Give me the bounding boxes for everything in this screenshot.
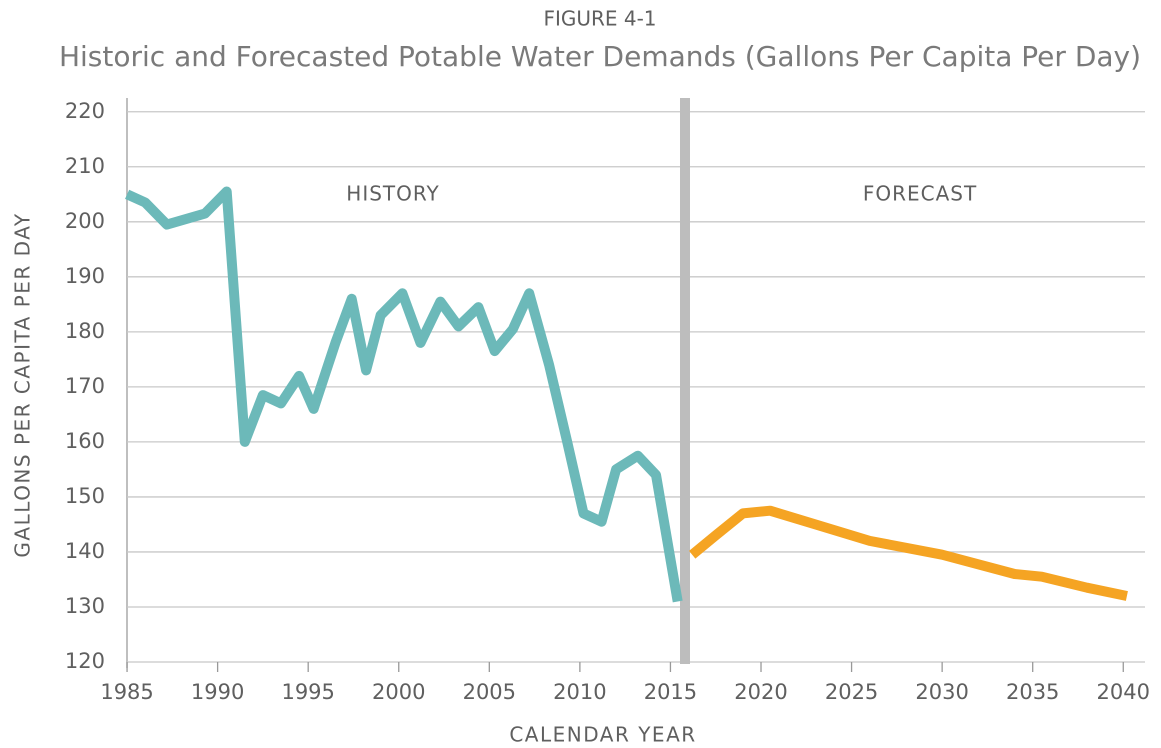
y-axis-label: GALLONS PER CAPITA PER DAY xyxy=(11,212,35,557)
y-tick-label: 200 xyxy=(65,209,105,233)
x-tick-label: 2005 xyxy=(463,680,516,704)
grid xyxy=(126,111,1145,672)
x-tick-label: 2015 xyxy=(644,680,697,704)
y-tick-label: 160 xyxy=(65,429,105,453)
y-tick-label: 140 xyxy=(65,539,105,563)
x-tick-label: 2035 xyxy=(1006,680,1059,704)
x-tick-label: 1990 xyxy=(191,680,244,704)
x-tick-label: 2010 xyxy=(553,680,606,704)
history-forecast-divider xyxy=(680,98,690,664)
x-tick-label: 2000 xyxy=(372,680,425,704)
x-tick-label: 1985 xyxy=(100,680,153,704)
y-tick-label: 210 xyxy=(65,154,105,178)
x-tick-label: 2020 xyxy=(734,680,787,704)
y-tick-label: 150 xyxy=(65,484,105,508)
y-tick-label: 120 xyxy=(65,649,105,673)
y-tick-label: 190 xyxy=(65,264,105,288)
lines xyxy=(125,186,1128,603)
x-tick-label: 2025 xyxy=(825,680,878,704)
y-tick-label: 180 xyxy=(65,319,105,343)
y-tick-label: 220 xyxy=(65,99,105,123)
x-tick-label: 1995 xyxy=(281,680,334,704)
y-tick-label: 130 xyxy=(65,594,105,618)
chart-title: Historic and Forecasted Potable Water De… xyxy=(59,40,1141,73)
data-line xyxy=(125,186,683,603)
x-axis-label: CALENDAR YEAR xyxy=(509,723,696,747)
y-tick-label: 170 xyxy=(65,374,105,398)
annotation: FORECAST xyxy=(863,182,977,206)
figure-label: FIGURE 4-1 xyxy=(543,7,656,31)
x-tick-label: 2040 xyxy=(1097,680,1150,704)
x-tick-label: 2030 xyxy=(915,680,968,704)
data-line xyxy=(689,505,1128,601)
annotation: HISTORY xyxy=(346,182,439,206)
